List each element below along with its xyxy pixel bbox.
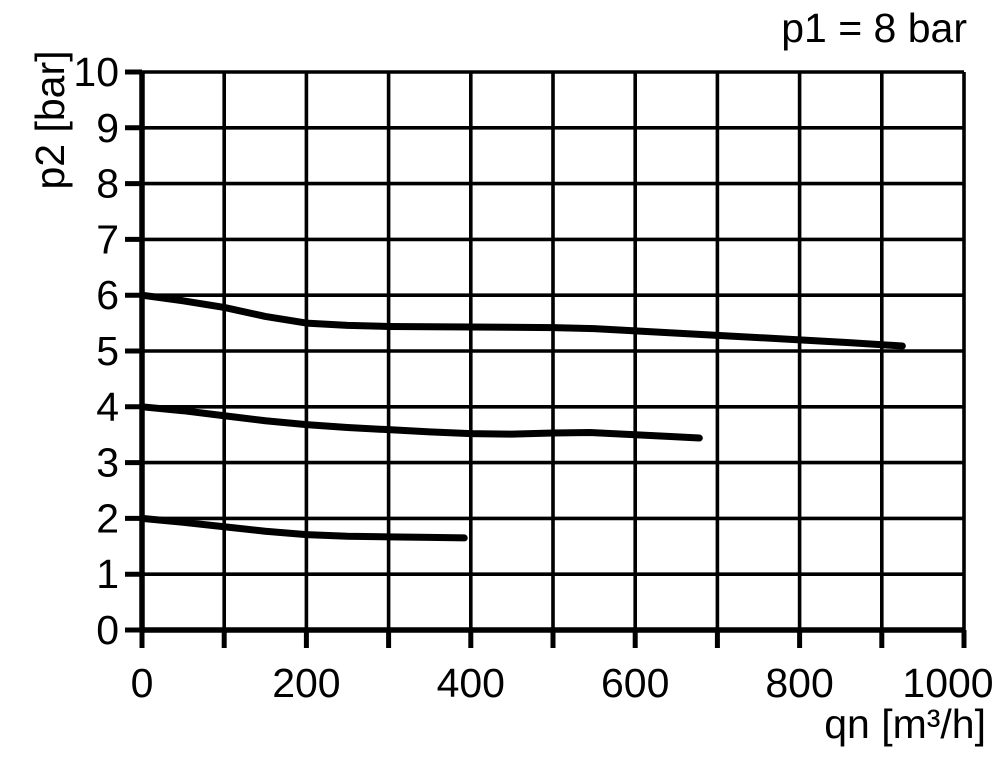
x-tick-label: 600 [601, 660, 669, 706]
data-curve [138, 291, 906, 350]
y-tick-label: 2 [96, 495, 119, 541]
y-tick-label: 0 [96, 607, 119, 653]
y-tick-label: 8 [96, 161, 119, 207]
x-axis-label: qn [m³/h] [824, 701, 986, 747]
y-tick-label: 10 [73, 49, 119, 95]
y-tick-label: 9 [96, 105, 119, 151]
data-curve [138, 514, 468, 542]
x-tick-label: 200 [272, 660, 340, 706]
y-tick-label: 7 [96, 216, 119, 262]
y-tick-label: 3 [96, 440, 119, 486]
x-tick-label: 1000 [902, 660, 993, 706]
x-tick-label: 0 [131, 660, 154, 706]
chart-title: p1 = 8 bar [781, 5, 967, 51]
y-tick-label: 1 [96, 551, 119, 597]
y-tick-label: 5 [96, 328, 119, 374]
x-tick-label: 400 [437, 660, 505, 706]
y-tick-label: 4 [96, 384, 119, 430]
data-curve [138, 403, 703, 442]
y-tick-label: 6 [96, 272, 119, 318]
x-tick-label: 800 [765, 660, 833, 706]
